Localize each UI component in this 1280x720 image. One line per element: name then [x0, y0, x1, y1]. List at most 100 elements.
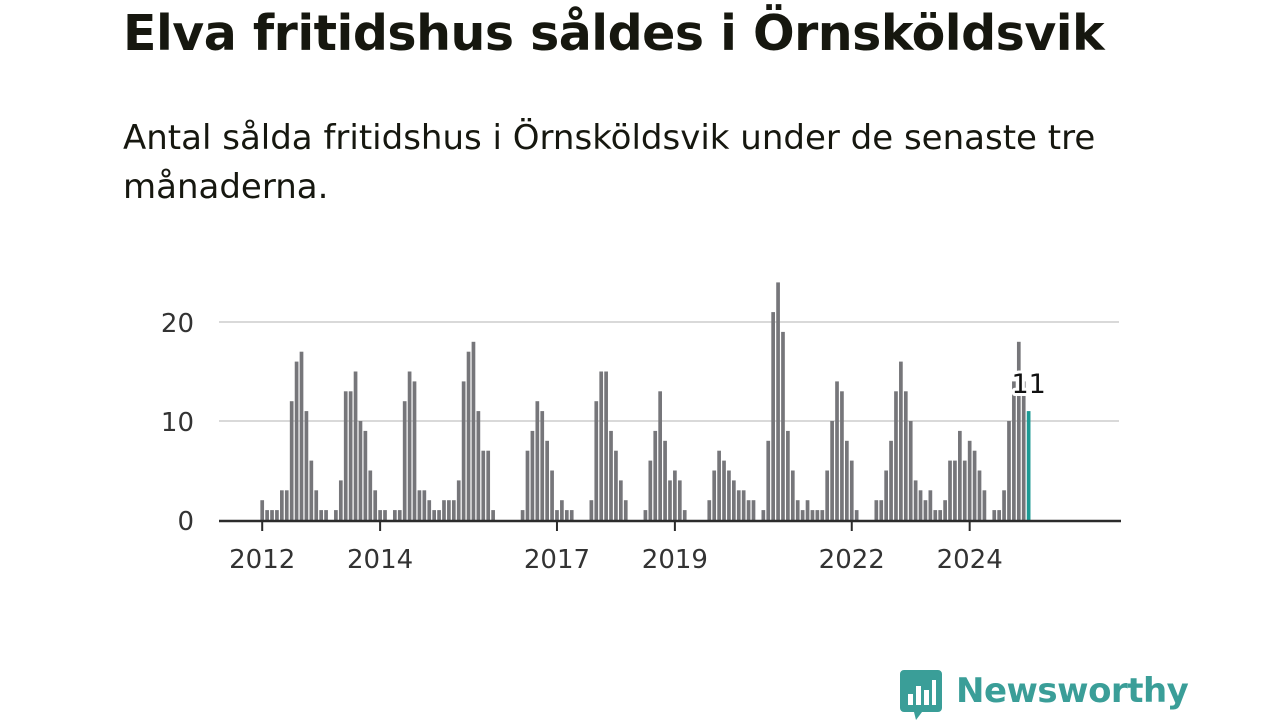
bar — [903, 391, 908, 520]
bar — [673, 470, 677, 520]
bar — [732, 480, 736, 520]
bar — [810, 510, 815, 520]
bar — [766, 440, 771, 520]
bar — [825, 470, 830, 520]
bar — [348, 391, 353, 520]
bar — [790, 470, 795, 520]
bar — [918, 490, 923, 520]
bar — [835, 381, 839, 520]
bar — [982, 490, 987, 520]
bar — [820, 510, 825, 520]
bar — [977, 470, 982, 520]
bar — [294, 361, 299, 520]
bar — [663, 440, 667, 520]
bar — [363, 430, 368, 520]
bar — [800, 510, 805, 520]
bar — [643, 510, 648, 520]
bar — [476, 411, 481, 520]
bar — [338, 480, 343, 520]
bar — [668, 480, 672, 520]
bar — [314, 490, 319, 520]
bar — [913, 480, 918, 520]
bar — [830, 421, 834, 520]
bar — [491, 510, 495, 520]
bar — [717, 450, 721, 520]
bar — [471, 341, 476, 520]
bar — [407, 371, 412, 520]
y-tick-label-0: 0 — [177, 507, 194, 537]
bar — [456, 480, 461, 520]
bar — [805, 500, 810, 520]
bar — [840, 391, 844, 520]
logo-bar-2 — [916, 686, 921, 705]
bar — [948, 460, 952, 520]
bar — [879, 500, 884, 520]
axes — [219, 519, 1121, 531]
bar — [889, 440, 893, 520]
bar — [722, 460, 726, 520]
bar — [1002, 490, 1006, 520]
bar — [795, 500, 800, 520]
bar — [353, 371, 358, 520]
bar — [997, 510, 1001, 520]
bar — [343, 391, 348, 520]
bar — [397, 510, 402, 520]
bar — [761, 510, 766, 520]
bar — [1021, 381, 1026, 520]
bar — [319, 510, 324, 520]
bar — [776, 282, 780, 520]
grid-lines — [219, 321, 1119, 422]
bar — [923, 500, 928, 520]
bar — [280, 490, 284, 520]
bar — [943, 500, 947, 520]
bar — [569, 510, 574, 520]
bar — [619, 480, 623, 520]
bar — [599, 371, 604, 520]
x-tick-label-2019: 2019 — [642, 545, 708, 575]
bar — [884, 470, 888, 520]
bar — [275, 510, 279, 520]
logo-bar-3 — [924, 690, 929, 705]
bar — [270, 510, 274, 520]
bar — [422, 490, 427, 520]
bar — [304, 411, 309, 520]
x-tick-label-2022: 2022 — [819, 545, 885, 575]
bar — [958, 430, 962, 520]
bar — [550, 470, 554, 520]
newsworthy-bar-chart-icon — [900, 670, 942, 720]
bar — [334, 510, 338, 520]
bar — [520, 510, 525, 520]
bar — [289, 401, 294, 520]
bar — [658, 391, 662, 520]
bar — [771, 312, 775, 520]
brand-logo[interactable]: Newsworthy — [900, 670, 1189, 720]
bar — [284, 490, 289, 520]
x-tick-label-2014: 2014 — [347, 545, 413, 575]
bar — [481, 450, 486, 520]
bar — [402, 401, 407, 520]
bar — [530, 430, 535, 520]
bar — [461, 381, 466, 520]
bar — [589, 500, 594, 520]
bar — [609, 430, 613, 520]
bar — [751, 500, 756, 520]
y-tick-label-10: 10 — [161, 408, 194, 438]
bar — [908, 421, 913, 520]
bar-latest — [1026, 411, 1031, 520]
bar — [967, 440, 972, 520]
latest-value-label-halo: 11 — [1011, 369, 1045, 400]
bar — [682, 510, 687, 520]
subtitle: Antal sålda fritidshus i Örnsköldsvik un… — [123, 118, 1096, 207]
bar — [707, 500, 712, 520]
bar — [623, 500, 628, 520]
bar — [614, 450, 618, 520]
bar — [1007, 421, 1011, 520]
bar — [972, 450, 977, 520]
x-tick-label-2012: 2012 — [229, 545, 295, 575]
bar — [786, 430, 790, 520]
bar — [653, 430, 658, 520]
bar — [677, 480, 682, 520]
bar — [447, 500, 451, 520]
bar — [442, 500, 446, 520]
bar — [1016, 341, 1021, 520]
